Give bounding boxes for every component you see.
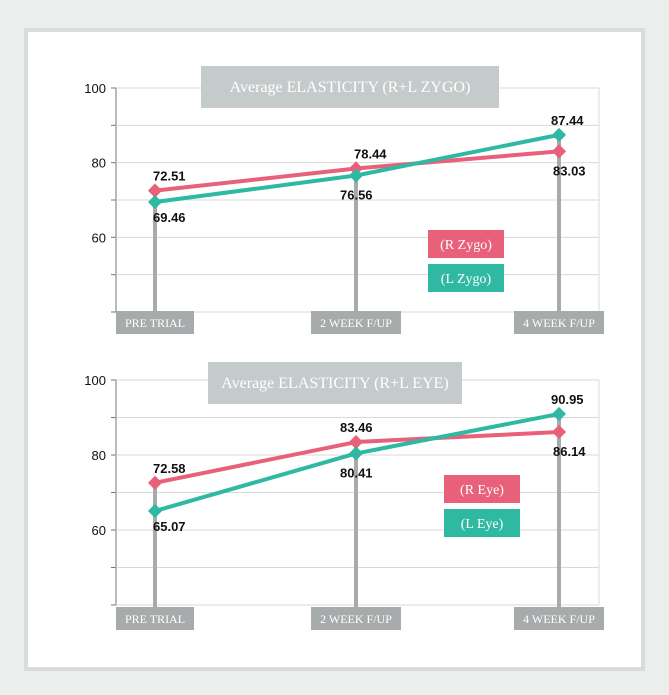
category-pillar	[153, 482, 157, 607]
data-point-marker	[348, 434, 364, 450]
data-label: 80.41	[340, 465, 373, 480]
data-label: 72.51	[153, 169, 186, 184]
data-label: 69.46	[153, 210, 186, 225]
legend-label: (R Zygo)	[440, 238, 492, 253]
category-pillar	[354, 168, 358, 311]
legend-box	[444, 509, 520, 537]
legend-box	[444, 475, 520, 503]
y-tick-label: 60	[92, 523, 106, 538]
data-point-marker	[147, 194, 163, 210]
y-tick-label: 100	[84, 373, 106, 388]
data-label: 65.07	[153, 519, 186, 534]
category-label-box	[514, 311, 604, 334]
category-label-box	[514, 607, 604, 630]
data-label: 83.03	[553, 163, 586, 178]
category-label-box	[116, 311, 194, 334]
legend-label: (R Eye)	[460, 483, 504, 498]
data-point-marker	[551, 424, 567, 440]
data-point-marker	[348, 446, 364, 461]
legend-label: (L Zygo)	[441, 272, 492, 287]
data-point-marker	[348, 168, 364, 183]
category-pillar	[153, 190, 157, 311]
data-label: 83.46	[340, 420, 373, 435]
chart-title-box	[201, 66, 499, 108]
y-tick-label: 80	[92, 448, 106, 463]
data-label: 86.14	[553, 444, 586, 459]
chart-title: Average ELASTICITY (R+L EYE)	[221, 375, 448, 392]
x-tick-label: 4 WEEK F/UP	[523, 612, 595, 626]
data-point-marker	[147, 475, 163, 490]
x-tick-label: 4 WEEK F/UP	[523, 316, 595, 330]
category-label-box	[311, 311, 401, 334]
category-pillar	[557, 413, 561, 607]
legend-label: (L Eye)	[461, 517, 504, 532]
category-pillar	[354, 442, 358, 607]
data-label: 76.56	[340, 188, 373, 203]
chart-title-box	[208, 362, 462, 404]
data-label: 72.58	[153, 461, 186, 476]
y-tick-label: 80	[92, 156, 106, 171]
x-tick-label: PRE TRIAL	[125, 316, 185, 330]
legend-box	[428, 264, 504, 292]
x-tick-label: 2 WEEK F/UP	[320, 612, 392, 626]
data-point-marker	[147, 503, 163, 519]
data-point-marker	[147, 183, 163, 198]
chart-panel	[24, 28, 645, 671]
data-label: 90.95	[551, 392, 584, 407]
data-point-marker	[551, 144, 567, 159]
y-tick-label: 100	[84, 81, 106, 96]
data-point-marker	[551, 406, 567, 422]
x-tick-label: PRE TRIAL	[125, 612, 185, 626]
category-label-box	[311, 607, 401, 630]
data-label: 87.44	[551, 113, 584, 128]
category-label-box	[116, 607, 194, 630]
legend-box	[428, 230, 504, 258]
chart-title: Average ELASTICITY (R+L ZYGO)	[230, 79, 471, 96]
data-label: 78.44	[354, 146, 387, 161]
y-tick-label: 60	[92, 230, 106, 245]
category-pillar	[557, 134, 561, 311]
x-tick-label: 2 WEEK F/UP	[320, 316, 392, 330]
data-point-marker	[551, 127, 567, 142]
